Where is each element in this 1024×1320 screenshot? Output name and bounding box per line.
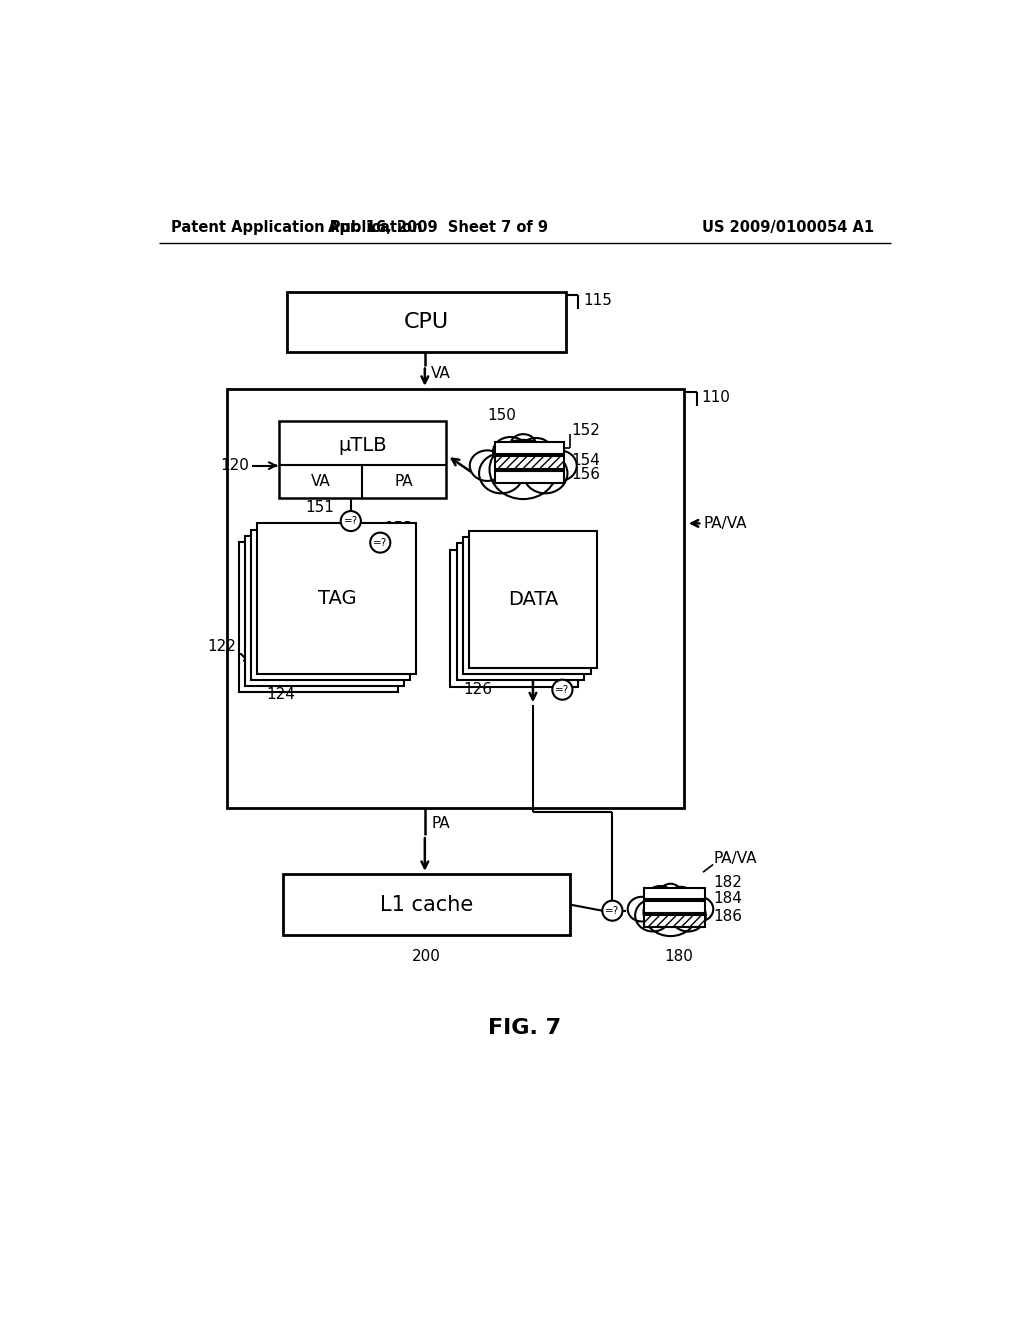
Text: CPU: CPU bbox=[403, 312, 449, 331]
Circle shape bbox=[341, 511, 360, 531]
Text: =?: =? bbox=[344, 516, 358, 527]
Bar bbox=[463, 537, 591, 675]
Bar bbox=[227, 388, 684, 808]
Bar bbox=[496, 457, 563, 469]
Text: 150: 150 bbox=[487, 408, 516, 424]
Bar bbox=[451, 549, 579, 686]
Bar bbox=[257, 524, 417, 673]
Ellipse shape bbox=[520, 438, 552, 465]
Bar bbox=[469, 531, 597, 668]
Text: 154: 154 bbox=[571, 453, 600, 467]
Text: Patent Application Publication: Patent Application Publication bbox=[171, 220, 422, 235]
Text: L1 cache: L1 cache bbox=[380, 895, 473, 915]
Text: VA: VA bbox=[431, 366, 451, 380]
Text: VA: VA bbox=[311, 474, 331, 488]
Ellipse shape bbox=[470, 450, 505, 480]
Text: =?: =? bbox=[373, 537, 387, 548]
Text: 124: 124 bbox=[266, 688, 295, 702]
Bar bbox=[245, 536, 403, 686]
Circle shape bbox=[552, 680, 572, 700]
Bar bbox=[251, 529, 410, 680]
Ellipse shape bbox=[628, 896, 655, 921]
Text: PA/VA: PA/VA bbox=[713, 851, 757, 866]
Bar bbox=[283, 874, 569, 936]
Text: TAG: TAG bbox=[317, 589, 356, 609]
Text: 122: 122 bbox=[207, 639, 236, 655]
Text: 153: 153 bbox=[384, 521, 413, 536]
Bar bbox=[287, 292, 566, 351]
Circle shape bbox=[371, 533, 390, 553]
Ellipse shape bbox=[646, 886, 674, 909]
Bar bbox=[644, 915, 705, 927]
Bar bbox=[644, 915, 705, 927]
Text: 120: 120 bbox=[221, 458, 250, 473]
Bar bbox=[496, 442, 563, 454]
Text: =?: =? bbox=[555, 685, 569, 694]
Text: DATA: DATA bbox=[508, 590, 558, 609]
Bar bbox=[644, 887, 705, 899]
Ellipse shape bbox=[668, 887, 693, 908]
Text: Apr. 16, 2009  Sheet 7 of 9: Apr. 16, 2009 Sheet 7 of 9 bbox=[328, 220, 548, 235]
Text: FIG. 7: FIG. 7 bbox=[488, 1018, 561, 1038]
Circle shape bbox=[602, 900, 623, 921]
Ellipse shape bbox=[493, 437, 528, 466]
Text: 126: 126 bbox=[464, 682, 493, 697]
Text: US 2009/0100054 A1: US 2009/0100054 A1 bbox=[701, 220, 873, 235]
Bar bbox=[239, 543, 397, 692]
Bar bbox=[496, 457, 563, 469]
Ellipse shape bbox=[489, 440, 557, 499]
Ellipse shape bbox=[635, 899, 671, 932]
Ellipse shape bbox=[510, 434, 536, 455]
Text: PA/VA: PA/VA bbox=[703, 516, 748, 531]
Text: 200: 200 bbox=[412, 949, 440, 964]
Text: 110: 110 bbox=[701, 391, 730, 405]
Bar bbox=[457, 544, 585, 681]
Ellipse shape bbox=[671, 899, 706, 932]
Text: 186: 186 bbox=[713, 908, 742, 924]
Bar bbox=[644, 902, 705, 913]
Text: 184: 184 bbox=[713, 891, 742, 906]
Ellipse shape bbox=[660, 884, 681, 900]
Text: 151: 151 bbox=[305, 500, 334, 515]
Bar bbox=[280, 421, 445, 498]
Ellipse shape bbox=[479, 453, 523, 494]
Ellipse shape bbox=[523, 453, 567, 494]
Text: 115: 115 bbox=[583, 293, 611, 309]
Text: 152: 152 bbox=[571, 424, 600, 438]
Text: PA: PA bbox=[395, 474, 414, 488]
Text: 180: 180 bbox=[664, 949, 692, 965]
Text: 182: 182 bbox=[713, 875, 742, 891]
Ellipse shape bbox=[685, 896, 714, 921]
Text: 156: 156 bbox=[571, 466, 600, 482]
Text: PA: PA bbox=[431, 816, 450, 832]
Text: μTLB: μTLB bbox=[338, 436, 387, 455]
Ellipse shape bbox=[643, 888, 697, 936]
Ellipse shape bbox=[542, 450, 577, 480]
Bar bbox=[496, 471, 563, 483]
Text: =?: =? bbox=[605, 906, 620, 916]
